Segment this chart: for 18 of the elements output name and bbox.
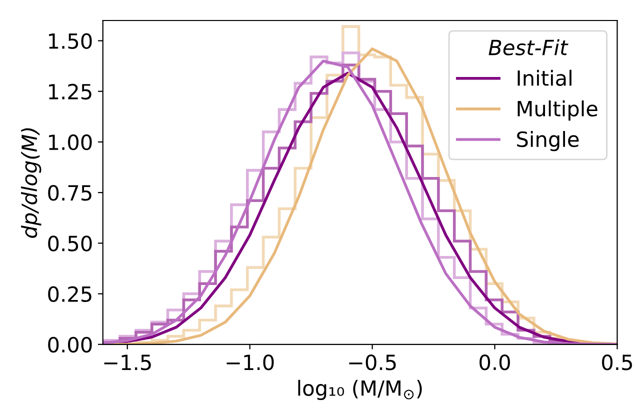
legend-label: Single xyxy=(517,130,579,152)
x-tick-label: 0.5 xyxy=(602,354,632,370)
y-tick-label: 0.00 xyxy=(48,336,92,353)
y-tick-label: 0.50 xyxy=(48,236,92,252)
y-tick-label: 1.25 xyxy=(49,84,92,100)
x-tick-label: −0.5 xyxy=(349,354,396,370)
y-tick-label: 1.00 xyxy=(49,134,92,150)
legend-title: Best-Fit xyxy=(488,39,568,56)
x-tick-label: −1.0 xyxy=(226,354,274,370)
legend-label: Multiple xyxy=(518,100,598,121)
x-axis-title: log₁₀ (M/M$_{⊙}$) xyxy=(298,380,422,400)
legend-label: Initial xyxy=(518,70,572,86)
y-tick-label: 0.75 xyxy=(48,185,92,201)
y-axis-title: dp/dlog(M) xyxy=(21,128,42,238)
y-tick-label: 0.25 xyxy=(48,286,92,302)
y-tick-label: 1.50 xyxy=(49,33,92,49)
x-tick-label: −1.5 xyxy=(104,354,151,370)
x-tick-label: 0.0 xyxy=(480,354,510,370)
